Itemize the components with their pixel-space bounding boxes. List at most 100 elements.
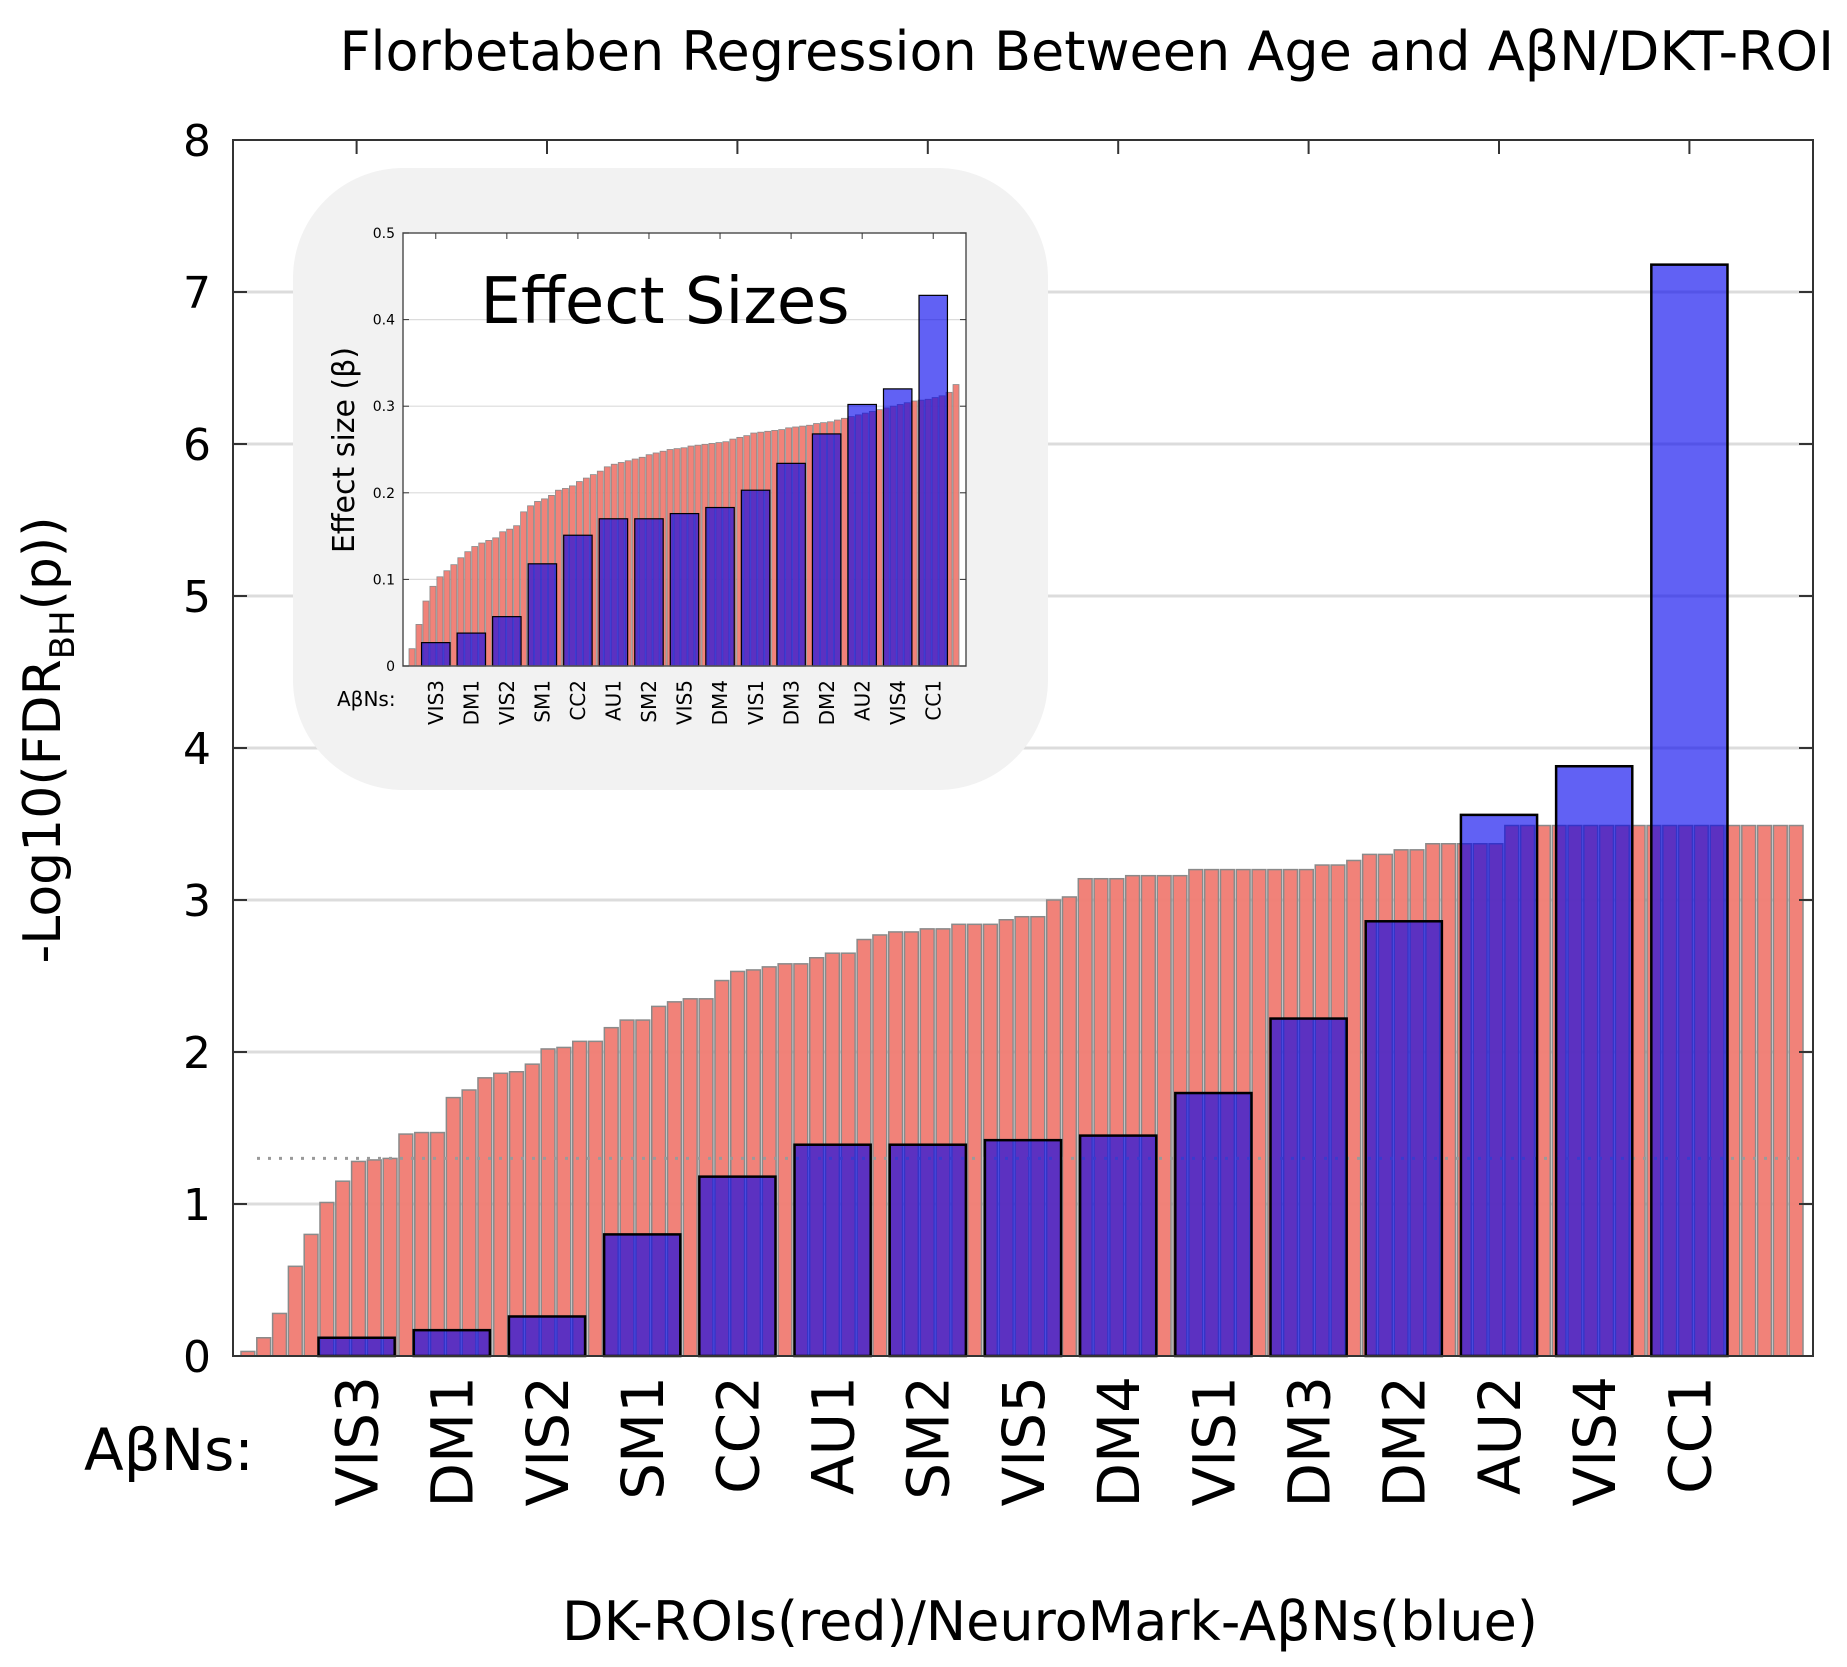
roi-bar [1440,843,1457,1357]
category-label: VIS1 [1180,1376,1248,1507]
roi-bar [485,540,493,667]
y-tick-label: 7 [183,268,211,319]
category-label: DM4 [708,680,732,725]
abn-bar [1078,1134,1158,1358]
abn-bar [1650,263,1729,1358]
category-label: SM1 [609,1376,677,1500]
abn-bar [507,1315,587,1358]
abn-bar [1174,1091,1253,1358]
roi-bar [1535,824,1551,1357]
category-label: CC2 [566,680,590,721]
y-tick-label: 0.5 [373,226,395,242]
roi-bar [477,1077,493,1357]
category-label: DM3 [779,680,803,725]
abn-bar [420,642,451,667]
roi-bar [382,1157,398,1357]
y-tick-label: 8 [183,116,211,167]
roi-bar [335,1180,351,1357]
inset-plot-frame [402,232,967,667]
roi-bar [966,923,983,1357]
inset-title: Effect Sizes [480,265,849,339]
category-label: VIS2 [495,680,519,725]
roi-bar [508,1071,525,1357]
main-x-axis-label: DK-ROIs(red)/NeuroMark-AβNs(blue) [562,1590,1538,1653]
roi-bar [303,1233,319,1357]
category-label: SM2 [895,1376,963,1500]
y-tick-label: 5 [183,572,211,623]
main-category-labels: VIS3 DM1 VIS2 SM1 CC2 AU1 SM2 VIS5 DM4 VIS1 DM3 DM2… [323,1376,1724,1508]
abn-bar [1554,764,1634,1358]
category-label: VIS2 [514,1376,582,1507]
y-tick-label: 6 [183,420,211,471]
y-tick-label: 0.3 [373,399,395,415]
y-label-tail: (p)) [13,517,73,611]
category-label: DM4 [1085,1376,1153,1508]
roi-bar [429,1131,446,1357]
category-label: AU2 [1466,1376,1534,1495]
abn-bar [811,433,842,667]
category-label: CC1 [921,680,945,721]
y-tick-label: 0.2 [373,486,395,502]
inset-category-prefix: AβNs: [337,687,396,711]
abn-bar [918,294,949,667]
abn-bar [634,518,664,667]
roi-bar [398,1133,414,1357]
abn-bar [888,1143,968,1358]
category-label: DM2 [1371,1376,1439,1508]
abn-bar [793,1143,872,1358]
roi-bar [806,424,813,667]
roi-bar [1788,824,1804,1357]
abn-bar [527,563,558,667]
roi-bar [556,1046,572,1357]
category-label: VIS3 [424,680,448,725]
roi-bar [271,1312,288,1357]
roi-bar [287,1265,303,1357]
main-axis-ticks [233,139,1813,1357]
category-label: SM1 [531,680,555,723]
main-y-tick-labels: 0 1 2 3 4 5 6 7 8 [183,116,211,1383]
roi-bar [682,998,698,1357]
y-tick-label: 2 [183,1028,211,1079]
roi-bar [408,648,416,667]
roi-bar [1156,874,1172,1357]
category-label: VIS4 [886,680,910,725]
category-label: DM2 [815,680,839,725]
roi-bar [875,409,883,667]
category-label: AU2 [850,680,874,721]
abn-bar [456,632,487,667]
inset-axis-ticks [403,232,966,667]
roi-bar [493,1072,509,1357]
main-title: Florbetaben Regression Between Age and A… [339,20,1834,83]
category-label: CC2 [704,1376,772,1494]
roi-bar [841,417,848,667]
category-label: SM2 [637,680,661,723]
inset-y-tick-labels: 0 0.1 0.2 0.3 0.4 0.5 [373,226,395,675]
roi-bar [572,1040,588,1357]
abn-bar [698,1175,777,1358]
roi-bar [872,934,888,1357]
roi-bar [256,1337,272,1357]
category-label: DM1 [419,1376,487,1508]
roi-bar [587,1040,604,1357]
roi-bar [1741,824,1757,1357]
roi-bar [524,1063,540,1357]
roi-bar [952,384,960,667]
abn-bar [669,512,700,667]
y-label-main: -Log10(FDR [13,659,73,963]
category-label: VIS1 [744,680,768,725]
y-tick-label: 3 [183,876,211,927]
abn-bar [740,489,771,667]
abn-bar [847,403,877,667]
category-label: VIS3 [323,1376,391,1507]
roi-bar [1061,896,1078,1357]
inset-y-axis-label: Effect size (β) [327,347,362,553]
abn-bar [1269,1017,1348,1358]
abn-bar [1364,920,1444,1358]
roi-bar [777,963,793,1357]
y-tick-label: 0.4 [373,313,395,329]
abn-bar [598,518,629,667]
abn-bar [776,462,806,667]
main-abn-bars [317,263,1729,1358]
roi-bar [350,1160,367,1357]
